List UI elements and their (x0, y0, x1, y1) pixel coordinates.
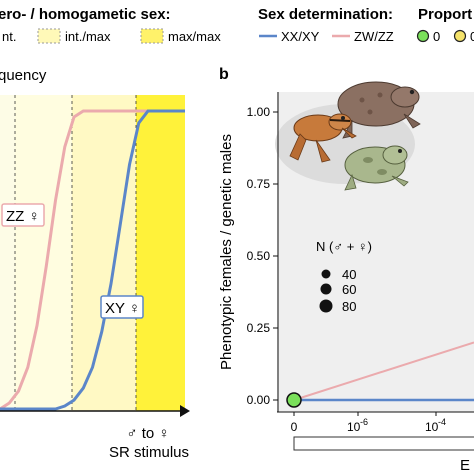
x-tick-label-b-0: 0 (291, 420, 298, 434)
size-legend-dot-80 (319, 299, 333, 313)
xy-label-box (100, 295, 144, 319)
xy-label: XY ♀ (105, 300, 140, 317)
size-legend-dot-40 (321, 269, 331, 279)
x-axis-bracket-box (293, 436, 474, 451)
zz-label-box (1, 203, 45, 227)
legend-label-prop-01: 0. (470, 29, 474, 44)
toad-illustration (337, 81, 421, 139)
legend-heading-proportion: Proport (418, 6, 472, 23)
x-tick-label-b-1: 10 (347, 420, 361, 434)
x-tick-label-b-1-exp: -6 (360, 417, 368, 427)
frog-illustration (289, 113, 357, 163)
panel-b: b (218, 66, 474, 474)
legend-bar: ero- / homogametic sex: Sex determinatio… (0, 6, 474, 44)
zz-label: ZZ ♀ (6, 208, 40, 225)
y-tick-label-b-0: 0.00 (247, 393, 271, 407)
zone-white (0, 95, 15, 411)
x-axis-label-a-line1: ♂ to ♀ (126, 425, 169, 442)
legend-label-zw-zz: ZW/ZZ (354, 29, 394, 44)
panel-a-ylabel: quency (0, 67, 47, 84)
size-legend-label-40: 40 (342, 267, 356, 282)
legend-label-prop-0: 0 (433, 29, 440, 44)
legend-point-0 (416, 29, 430, 43)
y-tick-label-b-4: 1.00 (247, 105, 271, 119)
x-axis-arrow (180, 405, 190, 417)
size-legend-title: N (♂ + ♀) (316, 239, 372, 254)
y-tick-label-b-1: 0.25 (247, 321, 271, 335)
y-tick-label-b-2: 0.50 (247, 249, 271, 263)
legend-label-xx-xy: XX/XY (281, 29, 320, 44)
x-tick-label-b-2-exp: -4 (438, 417, 446, 427)
x-axis-label-a-line2: SR stimulus (109, 444, 189, 461)
x-tick-label-b-2: 10 (425, 420, 439, 434)
x-axis-label-b: E (460, 457, 470, 474)
zone-max (136, 95, 185, 411)
legend-swatch-int-max (37, 28, 61, 44)
y-ticks-b: 0.00 0.25 0.50 0.75 1.00 (247, 105, 278, 407)
legend-swatch-max-max (140, 28, 164, 44)
legend-heading-gametic: ero- / homogametic sex: (0, 6, 171, 23)
size-legend-label-80: 80 (342, 299, 356, 314)
legend-label-max-max: max/max (168, 29, 221, 44)
size-legend-label-60: 60 (342, 282, 356, 297)
legend-point-0-dot (453, 29, 467, 43)
zone-int (72, 95, 136, 411)
panel-b-letter: b (219, 66, 229, 83)
y-tick-label-b-3: 0.75 (247, 177, 271, 191)
legend-label-nt: nt. (2, 29, 16, 44)
legend-heading-sex-determination: Sex determination: (258, 6, 393, 23)
panel-a: quency ZZ ♀ XY ♀ ♂ to ♀ SR stimulus (0, 67, 190, 461)
legend-label-int-max: int./max (65, 29, 111, 44)
green-toad-illustration (344, 145, 409, 191)
data-point-0 (286, 392, 302, 408)
series-zw-zz-line (293, 341, 474, 401)
y-axis-label-b: Phenotypic females / genetic males (218, 134, 235, 370)
zone-int-left (15, 95, 72, 411)
size-legend-dot-60 (320, 283, 332, 295)
series-xy-curve (0, 109, 185, 411)
